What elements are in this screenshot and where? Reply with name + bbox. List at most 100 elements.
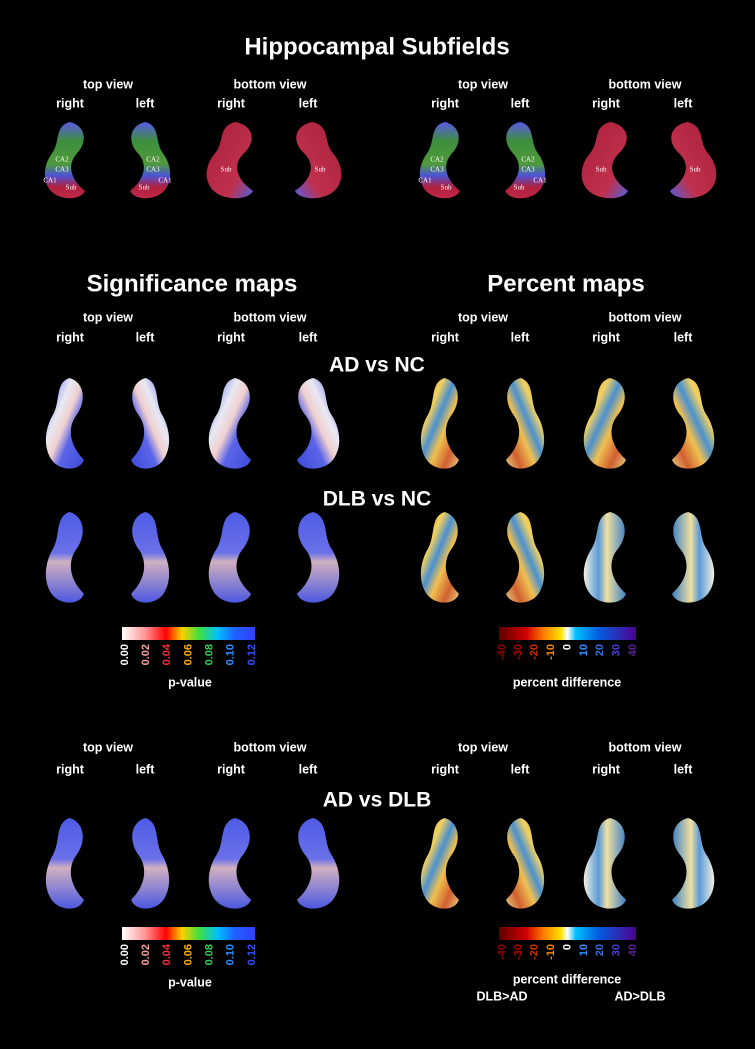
region-label: Sub — [690, 166, 701, 174]
side-label: left — [674, 762, 694, 776]
view-label: bottom view — [609, 740, 682, 754]
colorbar-tick-label: 30 — [611, 644, 623, 656]
region-label: Sub — [514, 184, 525, 192]
hippocampus-surface — [420, 378, 459, 469]
colorbar — [499, 627, 636, 640]
region-label: CA2 — [146, 156, 160, 164]
hippocampus-surface — [297, 512, 340, 603]
colorbar-tick-label: 0 — [561, 944, 573, 950]
side-label: right — [217, 330, 246, 344]
colorbar-tick-label: 0.04 — [161, 643, 173, 665]
colorbar-tick-label: 0.00 — [119, 644, 131, 665]
hippocampus-surface — [45, 378, 84, 469]
side-label: right — [56, 96, 85, 110]
colorbar-tick-label: 0.06 — [182, 644, 194, 665]
side-label: right — [592, 330, 621, 344]
region-label: CA3 — [521, 166, 535, 174]
hippocampus-surface — [297, 378, 340, 469]
side-label: left — [674, 96, 694, 110]
colorbar-tick-label: -30 — [512, 644, 524, 660]
colorbar-tick-label: 20 — [594, 944, 606, 956]
colorbar-tick-label: 0.04 — [161, 943, 173, 965]
view-label: top view — [83, 310, 133, 324]
hippocampus-surface — [669, 122, 717, 199]
side-label: right — [56, 762, 85, 776]
colorbar-tick-label: 0 — [561, 644, 573, 650]
side-label: right — [431, 330, 460, 344]
region-label: Sub — [139, 184, 150, 192]
side-label: left — [674, 330, 694, 344]
region-label: CA2 — [521, 156, 535, 164]
hippocampus-surface — [297, 818, 340, 909]
colorbar-tick-label: -10 — [545, 644, 557, 660]
colorbar-label: percent difference — [513, 675, 621, 689]
direction-note: AD>DLB — [614, 989, 665, 1003]
side-label: right — [217, 96, 246, 110]
section-title: Significance maps — [87, 270, 298, 297]
side-label: left — [299, 330, 319, 344]
view-label: bottom view — [609, 77, 682, 91]
colorbar-tick-label: 0.08 — [204, 644, 216, 665]
section-title: Percent maps — [487, 270, 644, 297]
region-label: CA1 — [158, 177, 172, 185]
colorbar-tick-label: 0.00 — [119, 944, 131, 965]
colorbar-tick-label: 0.02 — [140, 944, 152, 965]
view-label: top view — [83, 77, 133, 91]
colorbar-tick-label: -30 — [512, 944, 524, 960]
side-label: left — [511, 330, 531, 344]
side-label: left — [299, 762, 319, 776]
region-label: CA2 — [430, 156, 444, 164]
region-label: Sub — [315, 166, 326, 174]
colorbar-tick-label: -20 — [529, 644, 541, 660]
figure-title: Hippocampal Subfields — [244, 33, 509, 60]
colorbar-tick-label: 0.02 — [140, 644, 152, 665]
colorbar-tick-label: 0.10 — [225, 944, 237, 965]
hippocampus-surface — [208, 512, 251, 603]
hippocampus-surface — [208, 378, 251, 469]
colorbar — [122, 627, 255, 640]
region-label: CA1 — [43, 177, 57, 185]
region-label: Sub — [66, 184, 77, 192]
colorbar-tick-label: 0.10 — [225, 644, 237, 665]
colorbar-label: p-value — [168, 675, 212, 689]
colorbar-tick-label: 40 — [627, 944, 639, 956]
colorbar-tick-label: 10 — [578, 944, 590, 956]
side-label: left — [136, 330, 156, 344]
colorbar-tick-label: -40 — [496, 644, 508, 660]
colorbar-tick-label: 0.12 — [246, 644, 258, 665]
colorbar-label: p-value — [168, 975, 212, 989]
side-label: right — [56, 330, 85, 344]
region-label: CA1 — [533, 177, 547, 185]
hippocampus-surface — [45, 818, 84, 909]
colorbar-tick-label: 40 — [627, 644, 639, 656]
hippocampus-surface — [506, 378, 545, 469]
colorbar-tick-label: -10 — [545, 944, 557, 960]
colorbar-tick-label: -40 — [496, 944, 508, 960]
colorbar-tick-label: 0.12 — [246, 944, 258, 965]
region-label: Sub — [441, 184, 452, 192]
view-label: top view — [458, 740, 508, 754]
colorbar — [499, 927, 636, 940]
colorbar-label: percent difference — [513, 972, 621, 986]
region-label: CA3 — [55, 166, 69, 174]
hippocampus-surface — [672, 512, 715, 603]
hippocampus-surface — [672, 378, 715, 469]
region-label: CA1 — [418, 177, 432, 185]
colorbar-tick-label: 20 — [594, 644, 606, 656]
hippocampus-surface — [583, 378, 626, 469]
region-label: CA3 — [146, 166, 160, 174]
hippocampus-surface — [506, 512, 545, 603]
side-label: left — [299, 96, 319, 110]
hippocampus-surface — [506, 818, 545, 909]
side-label: right — [592, 96, 621, 110]
view-label: top view — [458, 77, 508, 91]
side-label: left — [511, 96, 531, 110]
view-label: bottom view — [234, 77, 307, 91]
hippocampus-surface — [583, 512, 626, 603]
comparison-title: AD vs NC — [329, 354, 425, 377]
colorbar — [122, 927, 255, 940]
side-label: right — [217, 762, 246, 776]
hippocampus-surface — [583, 818, 626, 909]
side-label: left — [511, 762, 531, 776]
